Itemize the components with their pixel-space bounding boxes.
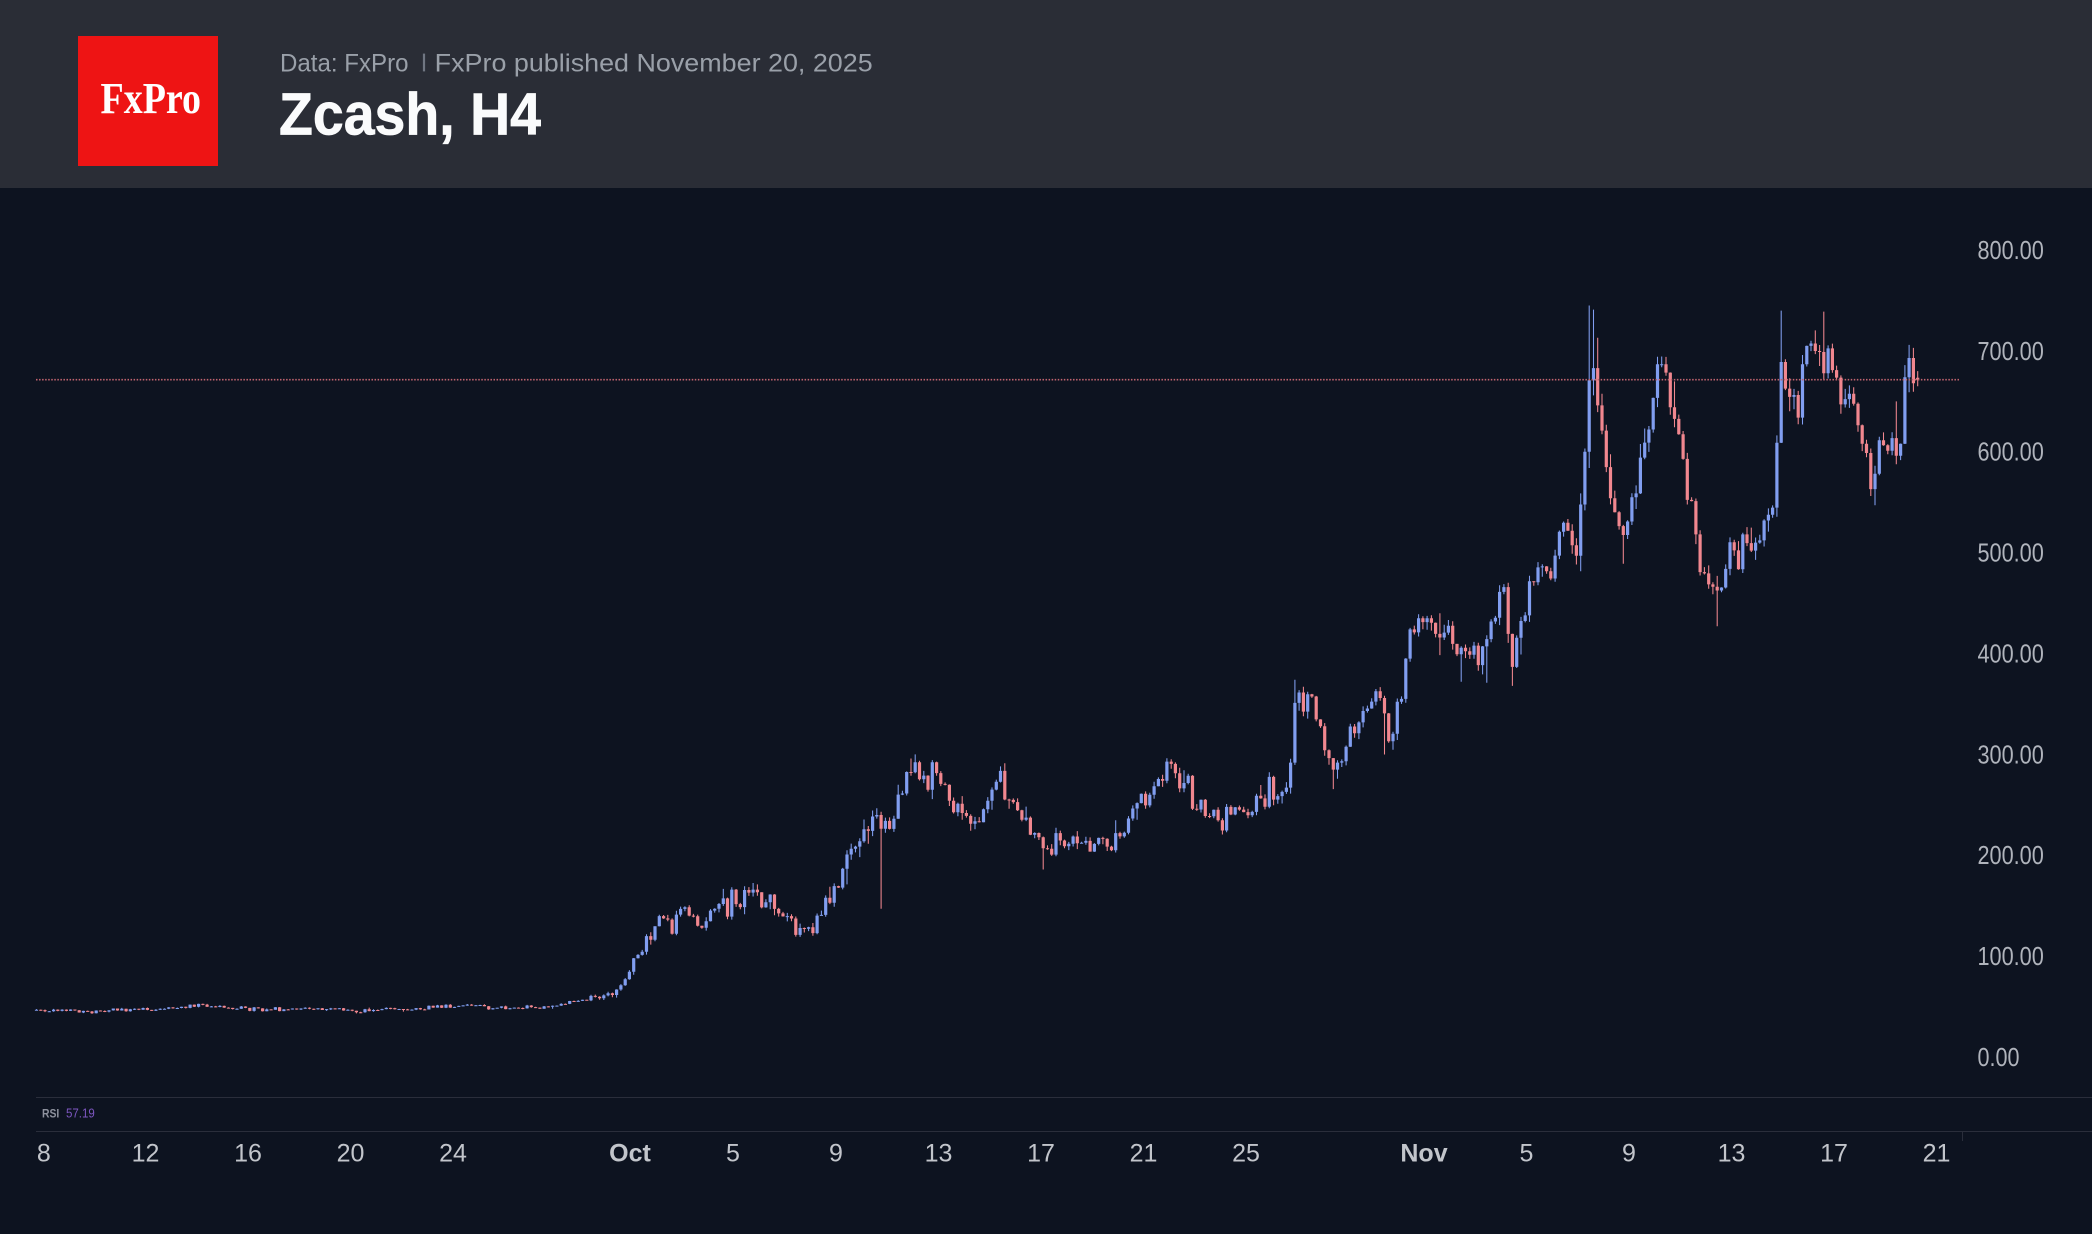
svg-text:0.00: 0.00 bbox=[1978, 1044, 2020, 1072]
svg-text:5: 5 bbox=[1520, 1140, 1534, 1168]
svg-text:300.00: 300.00 bbox=[1978, 741, 2044, 769]
svg-text:400.00: 400.00 bbox=[1978, 641, 2044, 669]
svg-text:12: 12 bbox=[132, 1140, 160, 1168]
svg-text:13: 13 bbox=[925, 1140, 953, 1168]
svg-text:100.00: 100.00 bbox=[1978, 943, 2044, 971]
svg-text:Nov: Nov bbox=[1400, 1140, 1447, 1168]
svg-text:700.00: 700.00 bbox=[1978, 338, 2044, 366]
svg-text:500.00: 500.00 bbox=[1978, 540, 2044, 568]
svg-text:57.19: 57.19 bbox=[66, 1107, 95, 1121]
svg-text:25: 25 bbox=[1232, 1140, 1260, 1168]
svg-text:Zcash, H4: Zcash, H4 bbox=[279, 81, 541, 147]
svg-text:21: 21 bbox=[1923, 1140, 1951, 1168]
svg-text:8: 8 bbox=[37, 1140, 51, 1168]
svg-text:Data: FxPro: Data: FxPro bbox=[280, 49, 409, 77]
svg-text:24: 24 bbox=[439, 1140, 467, 1168]
svg-text:200.00: 200.00 bbox=[1978, 842, 2044, 870]
svg-text:Oct: Oct bbox=[609, 1140, 651, 1168]
svg-text:5: 5 bbox=[726, 1140, 740, 1168]
svg-text:17: 17 bbox=[1027, 1140, 1055, 1168]
svg-text:17: 17 bbox=[1820, 1140, 1848, 1168]
svg-text:20: 20 bbox=[337, 1140, 365, 1168]
svg-text:RSI: RSI bbox=[42, 1106, 59, 1120]
svg-text:FxPro: FxPro bbox=[101, 74, 202, 123]
svg-text:600.00: 600.00 bbox=[1978, 439, 2044, 467]
svg-text:800.00: 800.00 bbox=[1978, 237, 2044, 265]
svg-text:13: 13 bbox=[1718, 1140, 1746, 1168]
svg-text:16: 16 bbox=[234, 1140, 262, 1168]
svg-text:21: 21 bbox=[1130, 1140, 1158, 1168]
svg-text:FxPro published November 20, 2: FxPro published November 20, 2025 bbox=[435, 49, 873, 77]
svg-text:9: 9 bbox=[1622, 1140, 1636, 1168]
svg-text:9: 9 bbox=[829, 1140, 843, 1168]
